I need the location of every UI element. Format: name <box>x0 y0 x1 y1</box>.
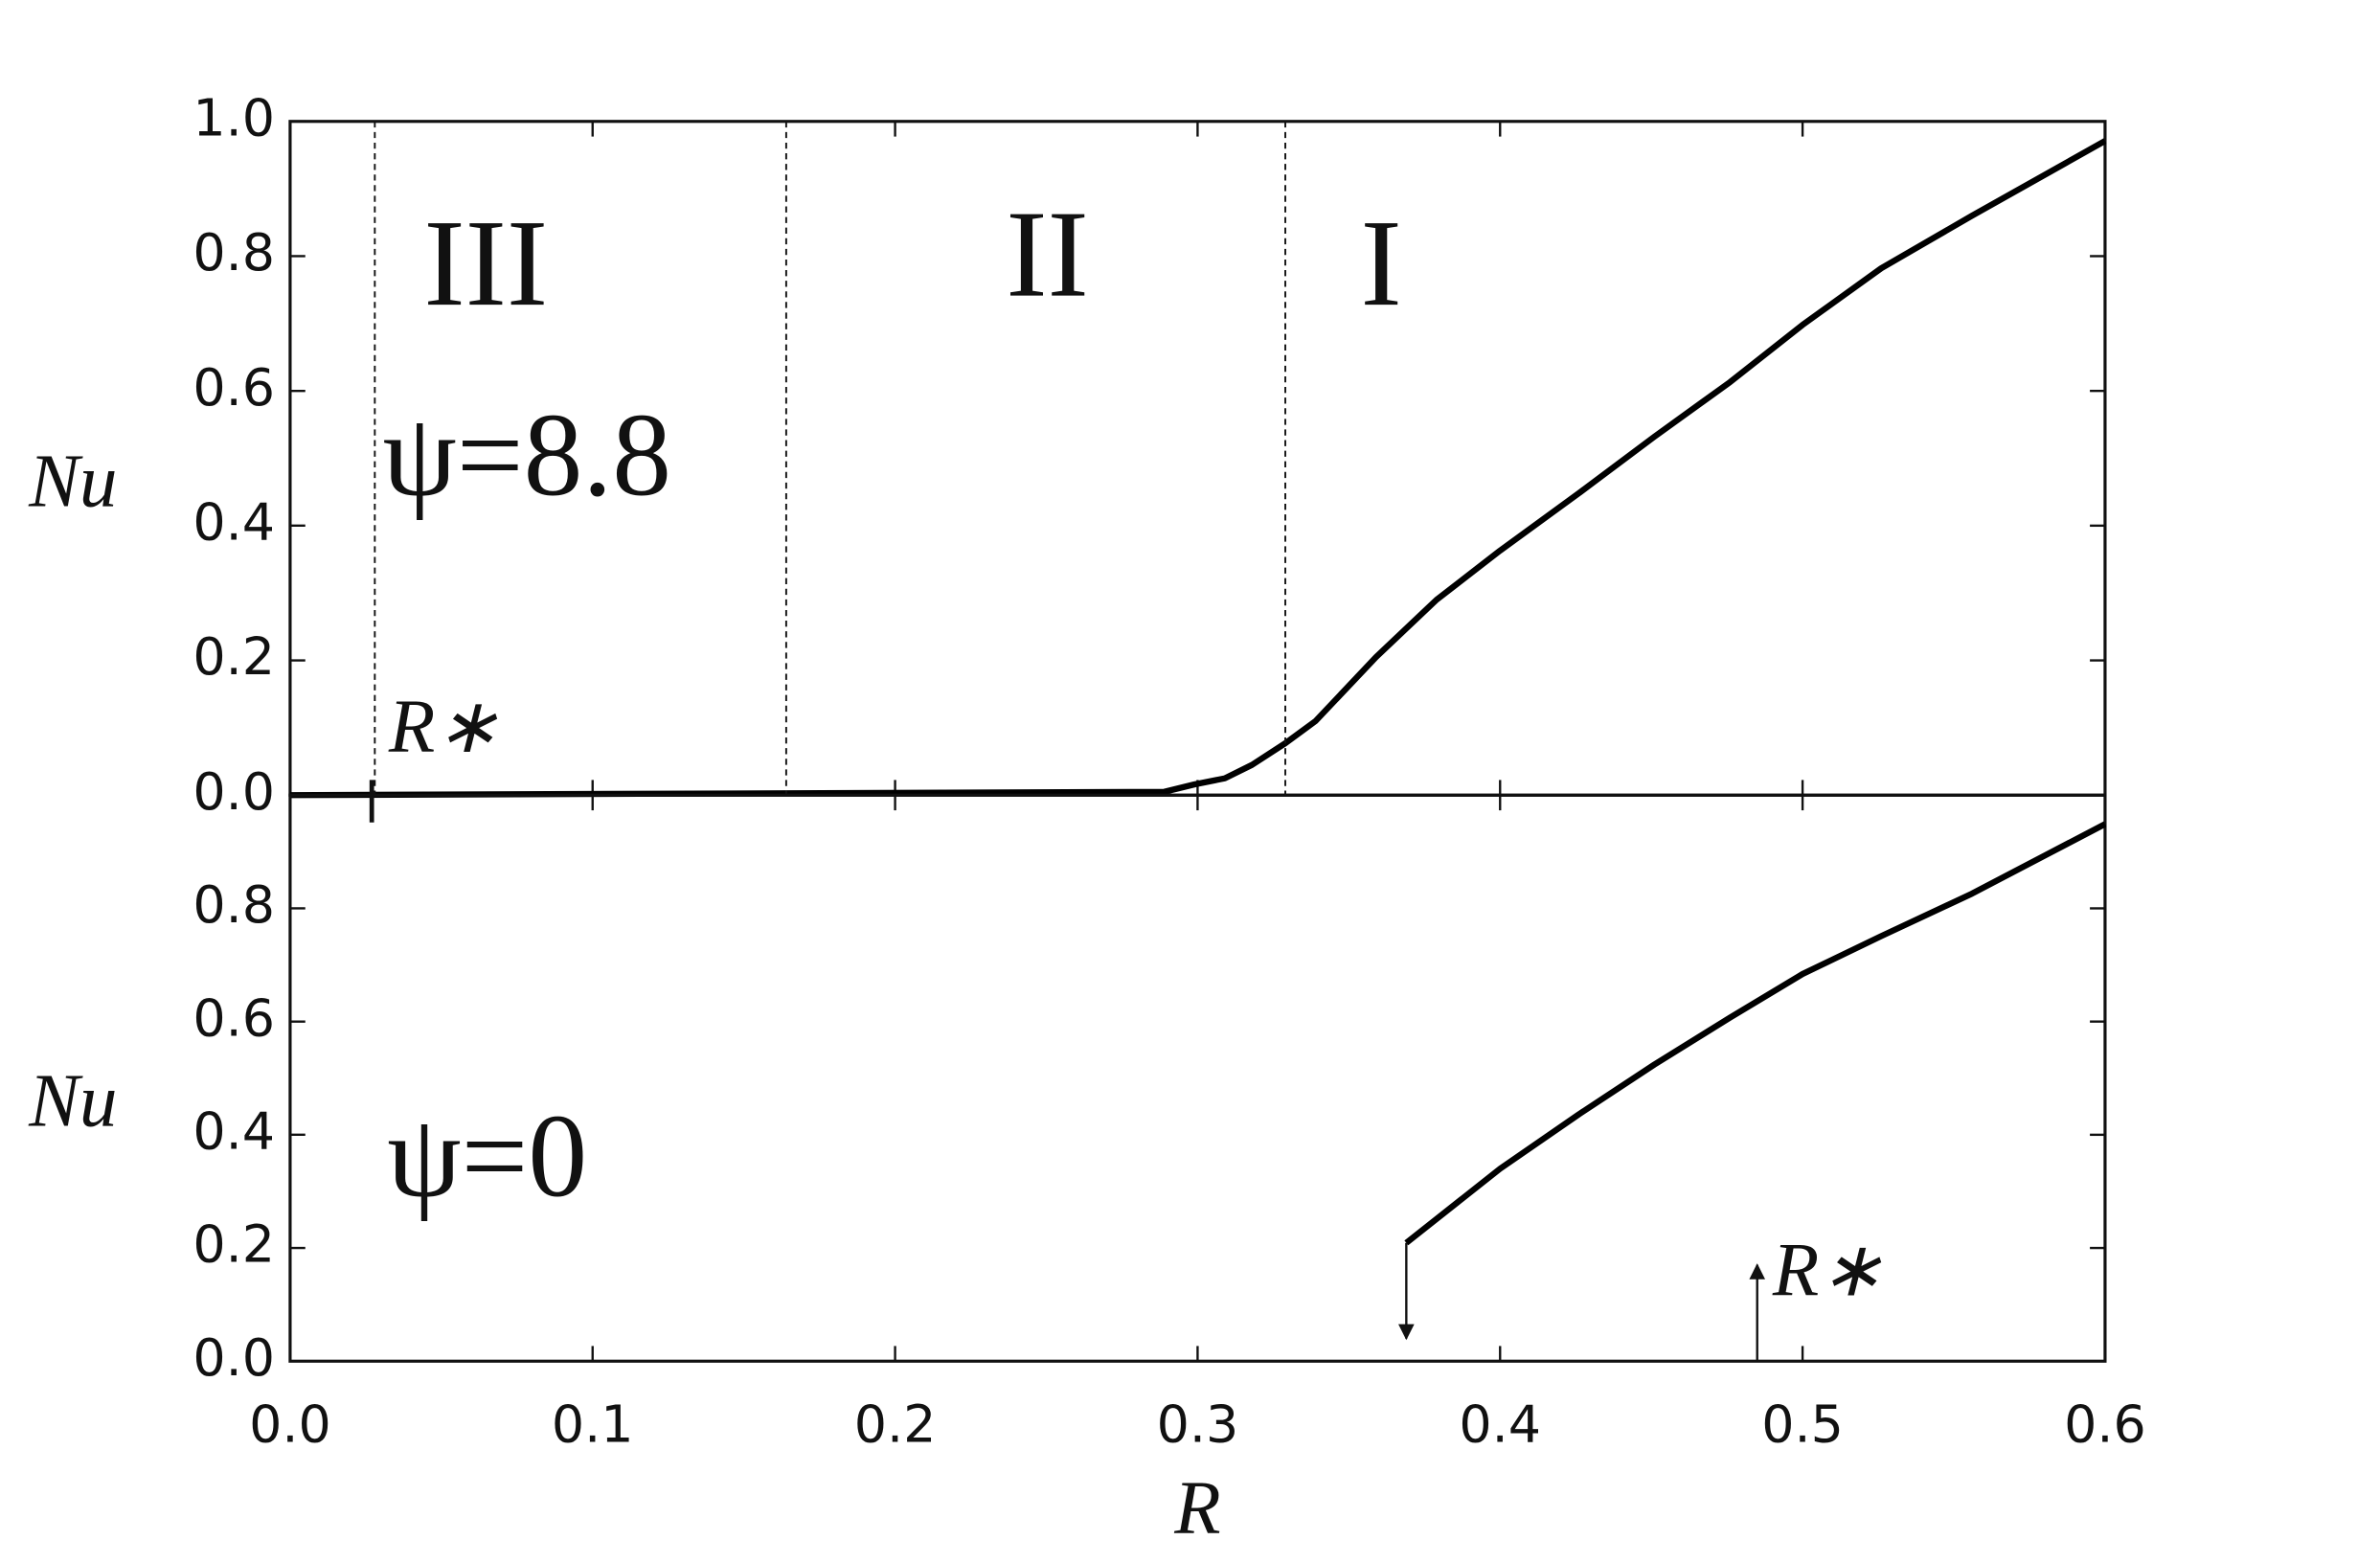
y-tick-label: 0.4 <box>193 491 275 552</box>
x-axis-label: R <box>1173 1466 1220 1551</box>
x-tick-label: 0.3 <box>1157 1394 1239 1455</box>
data-line <box>1404 821 2107 1246</box>
y-tick-label: 0.8 <box>193 874 275 935</box>
x-tick-label: 0.1 <box>552 1394 634 1455</box>
annotation: ψ=0 <box>387 1090 587 1221</box>
y-tick-label: 0.8 <box>193 222 275 283</box>
marker-label: R∗ <box>1772 1228 1883 1312</box>
region-label: II <box>1006 186 1089 324</box>
y-tick-label: 0.0 <box>193 1327 275 1388</box>
region-label: I <box>1361 194 1402 332</box>
region-label: III <box>423 194 548 332</box>
annotation: ψ=8.8 <box>383 389 672 520</box>
marker-label: R∗ <box>388 685 499 769</box>
x-tick-label: 0.0 <box>249 1394 331 1455</box>
x-tick-label: 0.4 <box>1459 1394 1541 1455</box>
y-tick-label: 0.6 <box>193 987 275 1048</box>
y-tick-label: 0.2 <box>193 626 275 687</box>
x-tick-label: 0.6 <box>2064 1394 2146 1455</box>
y-tick-label: 1.0 <box>193 87 275 147</box>
x-tick-label: 0.2 <box>854 1394 937 1455</box>
data-line <box>289 138 2107 799</box>
x-tick-label: 0.5 <box>1761 1394 1844 1455</box>
y-axis-label: Nu <box>28 439 117 523</box>
y-axis-label: Nu <box>28 1059 117 1144</box>
y-tick-label: 0.2 <box>193 1214 275 1275</box>
y-tick-label: 0.4 <box>193 1101 275 1162</box>
y-tick-label: 0.0 <box>193 761 275 822</box>
y-tick-label: 0.6 <box>193 357 275 418</box>
